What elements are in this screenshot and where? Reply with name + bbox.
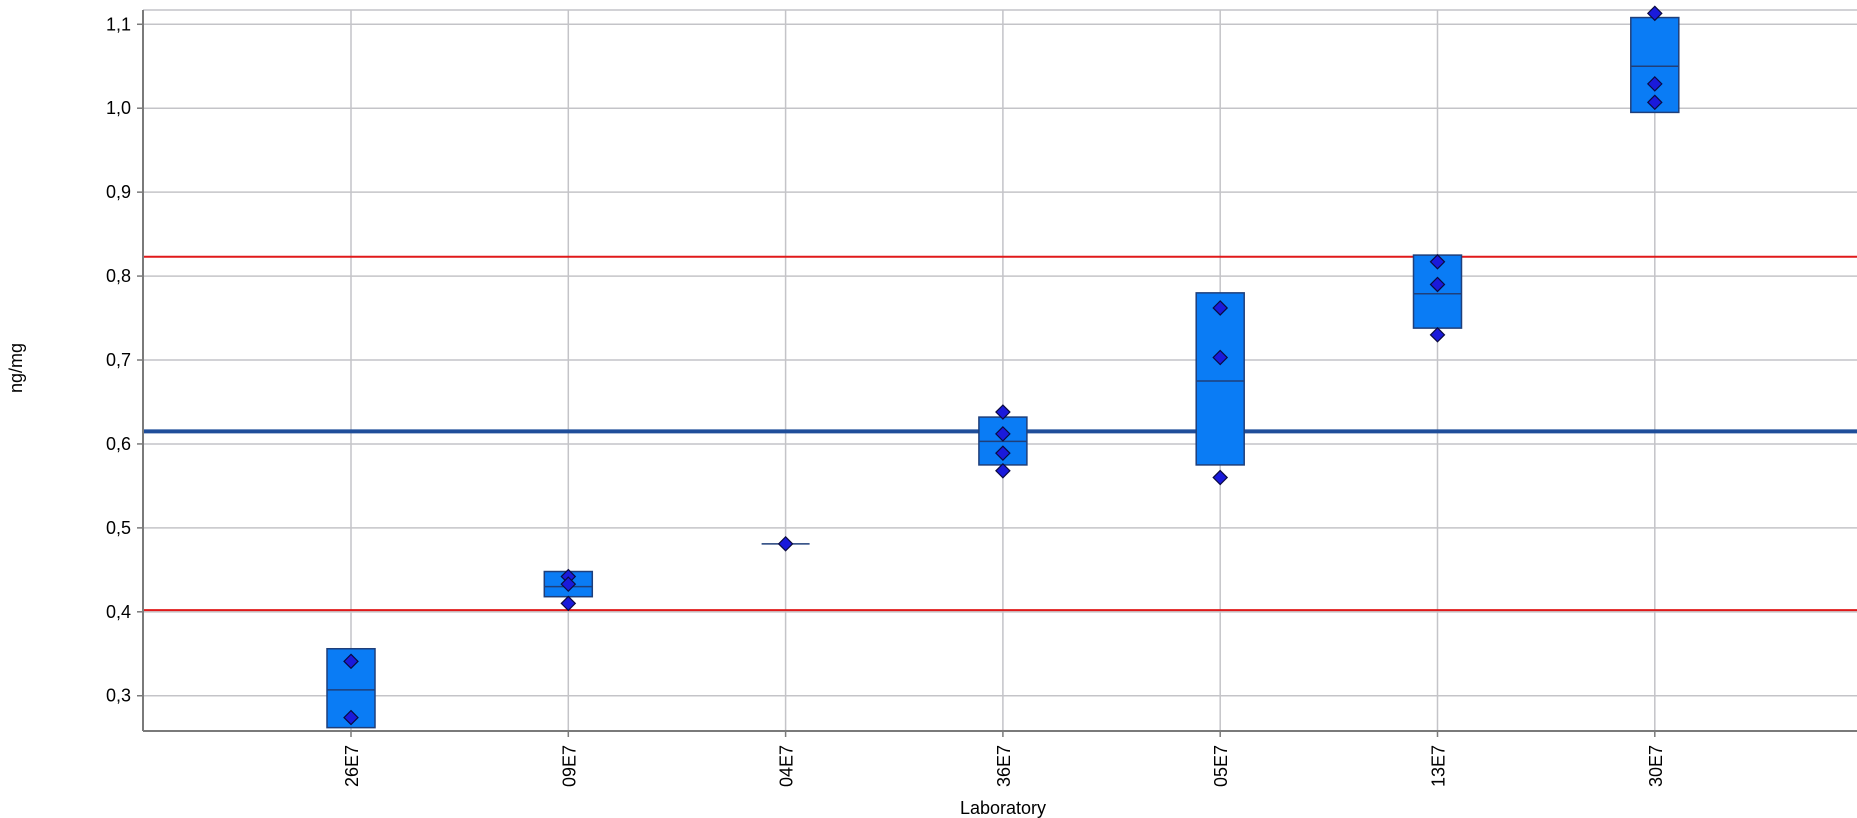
x-tick-label: 04E7 <box>777 745 797 787</box>
y-tick-label: 0,3 <box>106 686 131 706</box>
points-layer <box>343 5 1663 726</box>
point-13E7 <box>1429 253 1446 270</box>
point-30E7 <box>1646 94 1663 111</box>
x-tick-label: 05E7 <box>1211 745 1231 787</box>
point-09E7 <box>560 595 577 612</box>
point-05E7 <box>1212 300 1229 316</box>
point-05E7 <box>1212 469 1229 486</box>
point-30E7 <box>1646 76 1663 92</box>
point-04E7 <box>777 535 794 552</box>
y-tick-label: 1,0 <box>106 98 131 118</box>
x-tick-label: 09E7 <box>559 745 579 787</box>
point-36E7 <box>995 426 1011 442</box>
labels-layer: 0,3 0,4 0,5 0,6 0,7 0,8 0,9 1,0 1,1 26E7 09E7 04E7 3… <box>106 14 1666 787</box>
point-13E7 <box>1429 276 1446 293</box>
point-36E7 <box>995 445 1011 462</box>
y-tick-label: 0,9 <box>106 182 131 202</box>
y-tick-label: 0,5 <box>106 518 131 538</box>
point-05E7 <box>1212 349 1229 366</box>
point-26E7 <box>343 709 359 726</box>
y-axis-title: ng/mg <box>6 343 26 393</box>
point-26E7 <box>343 653 359 670</box>
y-tick-label: 1,1 <box>106 14 131 34</box>
axes-layer <box>137 10 1857 737</box>
x-tick-label: 36E7 <box>994 745 1014 787</box>
x-tick-label: 30E7 <box>1646 745 1666 787</box>
point-36E7 <box>995 462 1011 479</box>
point-36E7 <box>995 404 1011 420</box>
y-tick-label: 0,7 <box>106 350 131 370</box>
y-tick-label: 0,8 <box>106 266 131 286</box>
point-09E7 <box>560 576 577 592</box>
y-tick-label: 0,6 <box>106 434 131 454</box>
y-tick-label: 0,4 <box>106 602 131 622</box>
grid-layer <box>143 9 1857 731</box>
point-13E7 <box>1429 326 1446 343</box>
x-tick-label: 13E7 <box>1429 745 1449 787</box>
point-30E7 <box>1646 5 1663 22</box>
x-axis-title: Laboratory <box>960 798 1046 818</box>
x-tick-label: 26E7 <box>342 745 362 787</box>
box-05E7 <box>1195 292 1245 466</box>
